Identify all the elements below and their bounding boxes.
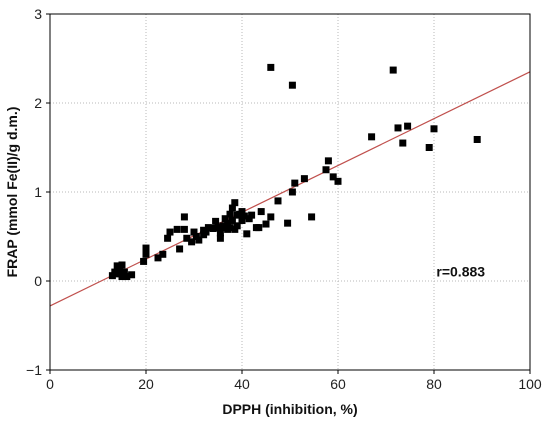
data-point bbox=[142, 250, 150, 258]
data-point bbox=[368, 133, 376, 141]
data-point bbox=[291, 179, 299, 187]
data-point bbox=[288, 81, 296, 89]
data-point bbox=[209, 224, 217, 232]
data-point bbox=[243, 230, 251, 238]
data-point bbox=[231, 225, 239, 233]
x-tick-label: 60 bbox=[330, 376, 346, 392]
data-point bbox=[267, 213, 275, 221]
data-point bbox=[221, 215, 229, 223]
data-point bbox=[166, 228, 174, 236]
data-point bbox=[425, 144, 433, 151]
data-point bbox=[195, 236, 203, 244]
correlation-annotation: r=0.883 bbox=[436, 264, 485, 280]
data-point bbox=[226, 224, 234, 232]
data-points bbox=[108, 63, 481, 281]
x-tick-label: 100 bbox=[518, 376, 542, 392]
data-point bbox=[154, 254, 162, 262]
x-tick-label: 80 bbox=[426, 376, 442, 392]
data-point bbox=[140, 257, 148, 265]
data-point bbox=[188, 238, 196, 246]
x-tick-label: 0 bbox=[46, 376, 54, 392]
data-point bbox=[322, 166, 330, 174]
y-tick-label: −1 bbox=[26, 362, 42, 378]
data-point bbox=[216, 234, 224, 242]
data-point bbox=[113, 270, 121, 278]
data-point bbox=[399, 139, 407, 147]
data-point bbox=[473, 135, 481, 143]
data-point bbox=[180, 213, 188, 221]
data-point bbox=[255, 224, 263, 232]
x-axis-label: DPPH (inhibition, %) bbox=[222, 401, 357, 417]
data-point bbox=[142, 244, 150, 252]
data-point bbox=[231, 199, 239, 207]
data-point bbox=[394, 124, 402, 132]
y-tick-label: 3 bbox=[34, 6, 42, 22]
x-tick-label: 40 bbox=[234, 376, 250, 392]
data-point bbox=[128, 271, 136, 279]
data-point bbox=[202, 228, 210, 236]
data-point bbox=[284, 219, 292, 227]
y-axis-label: FRAP (mmol Fe(II)/g d.m.) bbox=[4, 107, 20, 278]
data-point bbox=[183, 234, 191, 242]
data-point bbox=[214, 224, 222, 232]
data-point bbox=[116, 266, 124, 274]
data-point bbox=[389, 66, 397, 74]
y-tick-label: 1 bbox=[34, 184, 42, 200]
data-point bbox=[288, 188, 296, 196]
data-point bbox=[212, 217, 220, 225]
data-point bbox=[329, 173, 337, 181]
data-point bbox=[123, 273, 131, 281]
y-tick-label: 2 bbox=[34, 95, 42, 111]
data-point bbox=[228, 216, 236, 224]
data-point bbox=[404, 122, 412, 130]
data-point bbox=[180, 225, 188, 233]
y-tick-label: 0 bbox=[34, 273, 42, 289]
data-point bbox=[216, 229, 224, 237]
data-point bbox=[176, 245, 184, 253]
data-point bbox=[204, 224, 212, 232]
data-point bbox=[164, 234, 172, 242]
data-point bbox=[308, 213, 316, 221]
data-point bbox=[113, 262, 121, 270]
data-point bbox=[118, 270, 126, 278]
data-point bbox=[257, 208, 265, 216]
data-point bbox=[430, 125, 438, 133]
data-point bbox=[238, 208, 246, 216]
data-point bbox=[240, 212, 248, 220]
data-point bbox=[334, 177, 342, 185]
data-point bbox=[267, 63, 275, 71]
data-point bbox=[190, 228, 198, 236]
data-point bbox=[300, 175, 308, 183]
data-point bbox=[159, 250, 167, 258]
data-point bbox=[226, 210, 234, 218]
data-point bbox=[245, 215, 253, 223]
data-point bbox=[274, 197, 282, 205]
data-point bbox=[262, 220, 270, 228]
data-point bbox=[228, 204, 236, 212]
data-point bbox=[192, 233, 200, 240]
data-point bbox=[108, 272, 116, 280]
data-point bbox=[324, 157, 332, 165]
data-point bbox=[248, 211, 256, 219]
data-point bbox=[118, 261, 126, 269]
data-point bbox=[219, 224, 227, 232]
data-point bbox=[173, 225, 181, 233]
data-point bbox=[233, 222, 241, 230]
x-tick-label: 20 bbox=[138, 376, 154, 392]
data-point bbox=[224, 219, 232, 227]
data-point bbox=[238, 216, 246, 224]
